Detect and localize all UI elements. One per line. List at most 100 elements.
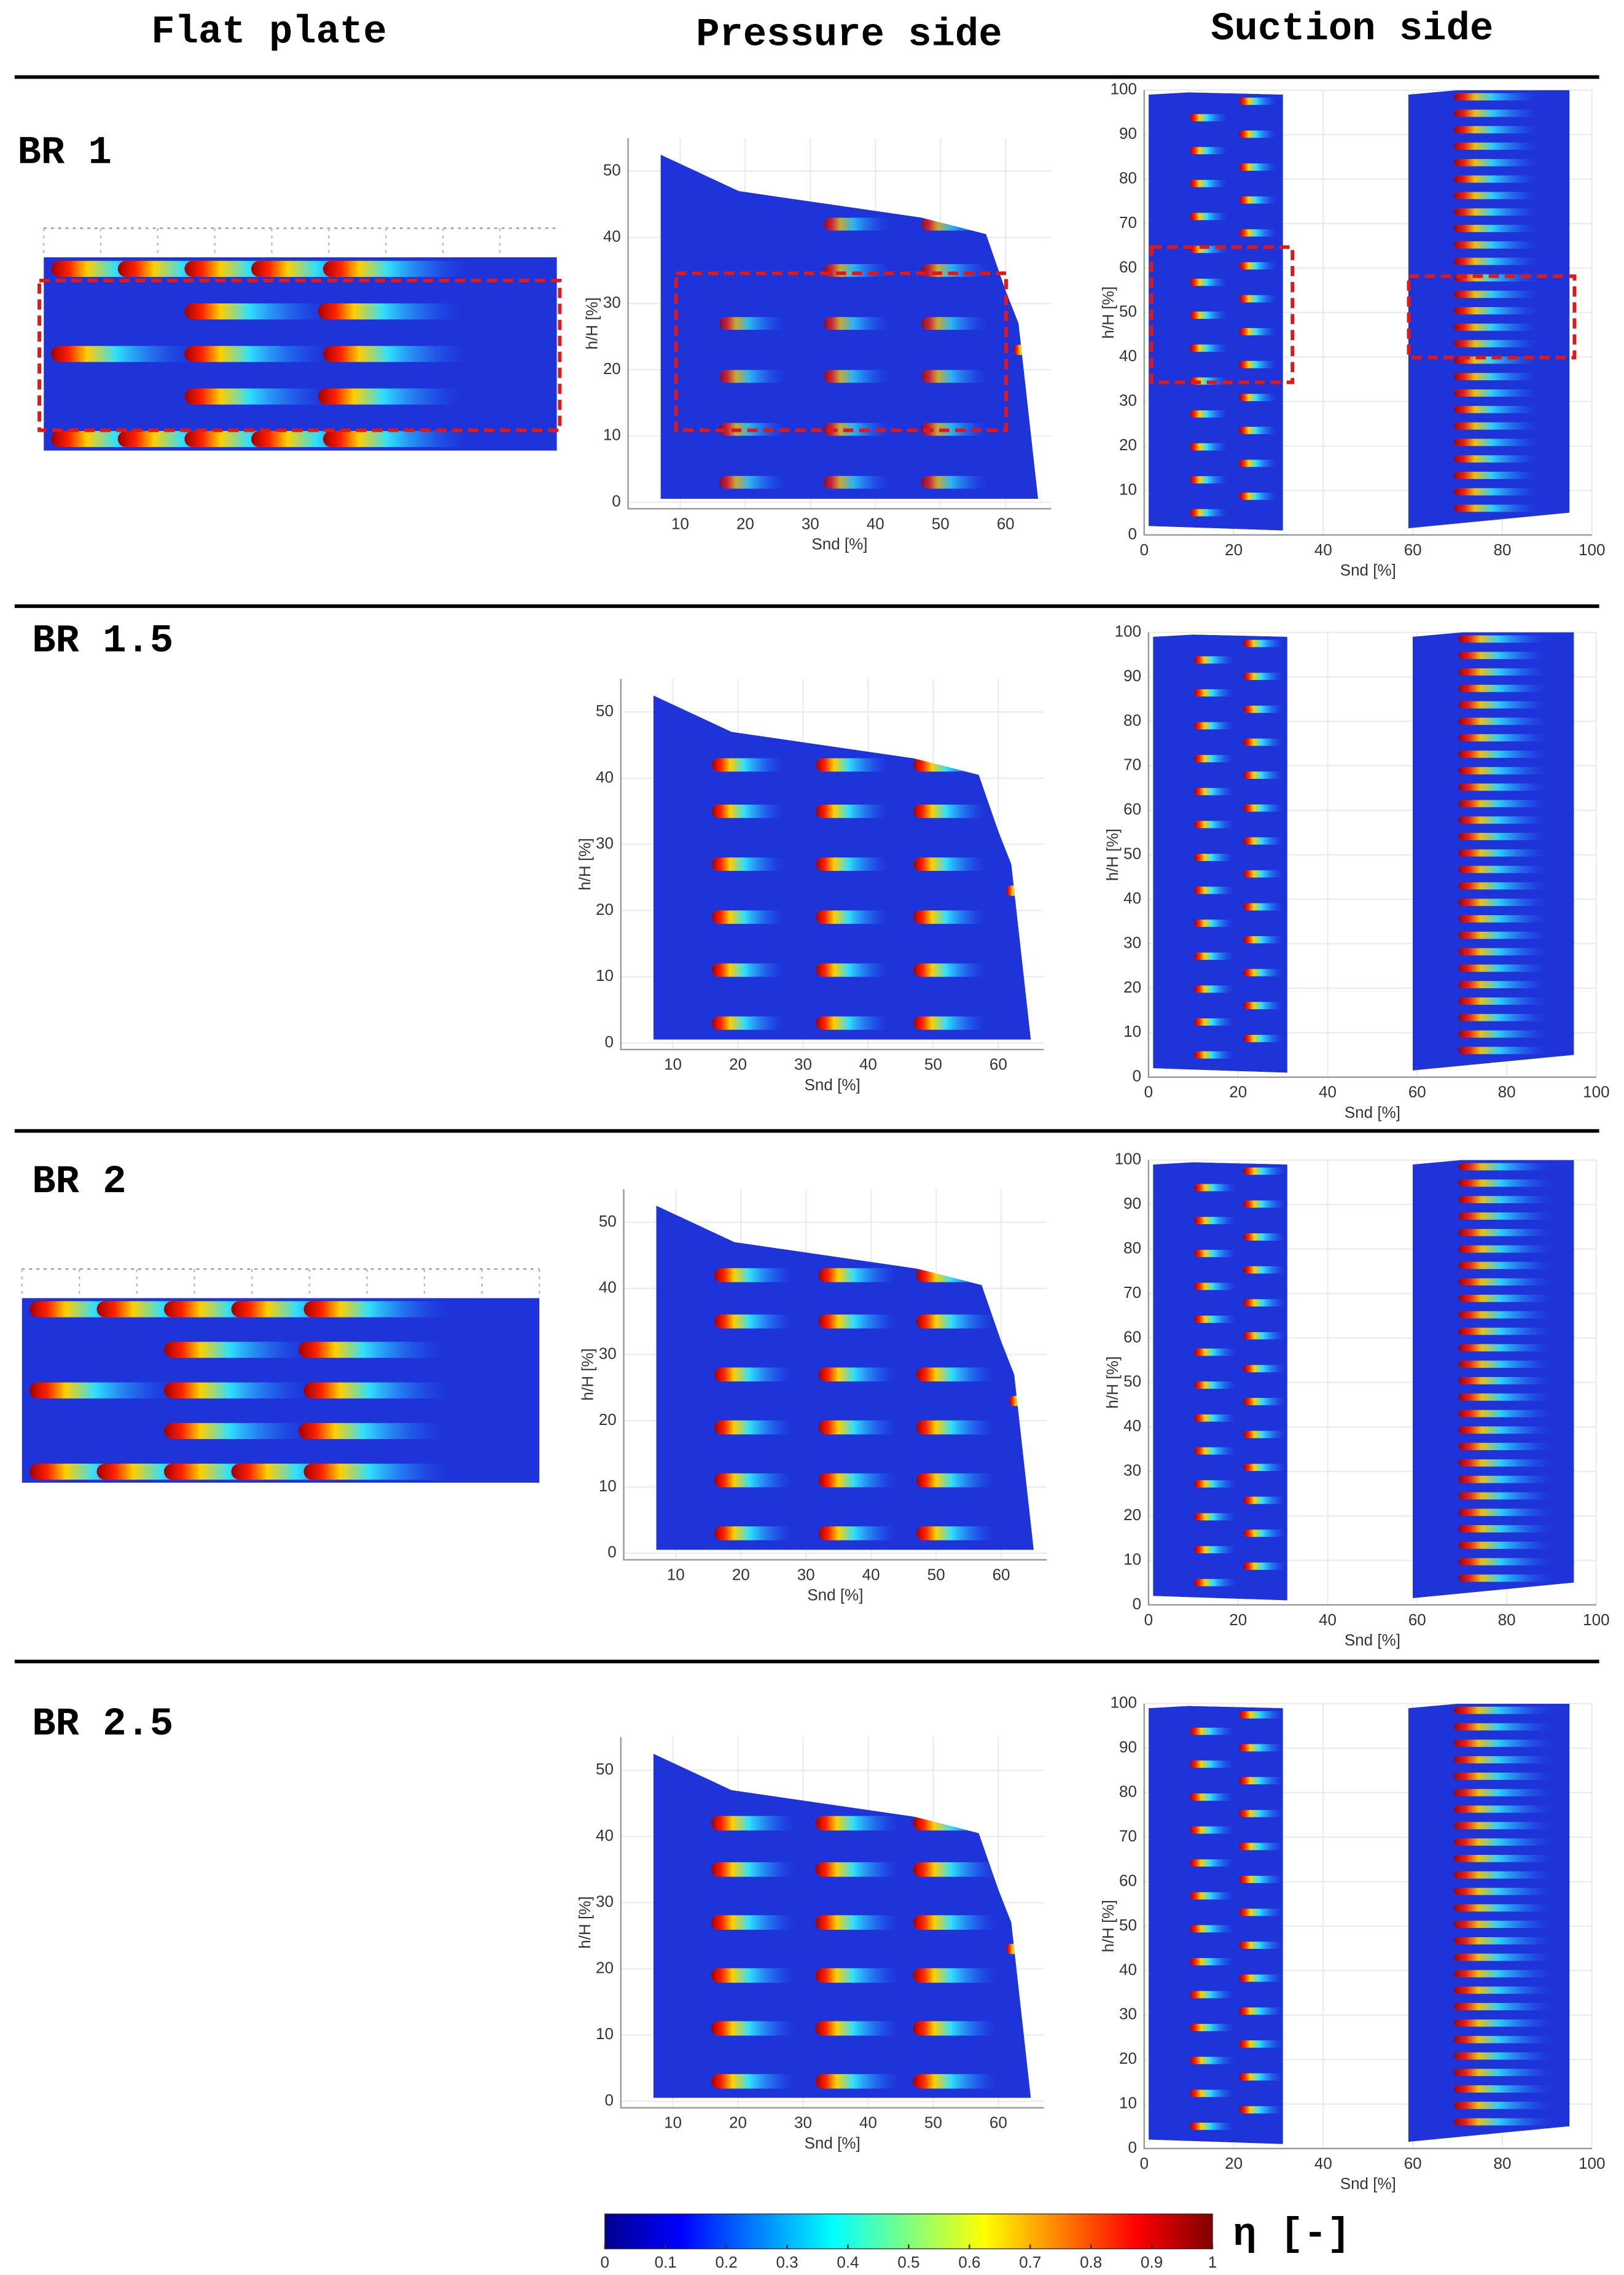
jet-trace	[1458, 915, 1547, 923]
jet-trace	[318, 388, 462, 405]
x-tick-label: 10	[671, 514, 689, 533]
jet-trace	[823, 475, 890, 489]
jet-trace	[711, 2021, 795, 2036]
jet-trace	[816, 758, 889, 772]
y-axis-label: h/H [%]	[583, 297, 601, 349]
y-tick-label: 100	[1115, 1150, 1141, 1168]
jet-trace	[1454, 192, 1539, 200]
jet-trace	[1190, 1957, 1235, 1965]
jet-trace	[1454, 2035, 1552, 2043]
y-tick-label: 70	[1119, 1827, 1137, 1845]
jet-trace	[1458, 1344, 1552, 1352]
x-tick-label: 30	[794, 2113, 812, 2132]
jet-trace	[1458, 684, 1547, 692]
jet-trace	[815, 2074, 900, 2089]
y-axis-label: h/H [%]	[1103, 1356, 1122, 1408]
x-axis-label: Snd [%]	[811, 534, 867, 553]
jet-trace	[1458, 751, 1547, 758]
jet-trace	[818, 1314, 897, 1329]
jet-trace	[1194, 1480, 1236, 1488]
jet-trace	[303, 1382, 449, 1399]
x-tick-label: 60	[990, 2113, 1007, 2132]
jet-trace	[1239, 1809, 1283, 1817]
y-tick-label: 100	[1115, 622, 1141, 640]
jet-trace	[1194, 821, 1235, 829]
x-tick-label: 20	[736, 514, 754, 533]
heatmap	[21, 1298, 540, 1483]
x-axis-label: Snd [%]	[805, 1075, 861, 1094]
jet-trace	[1190, 278, 1228, 286]
y-tick-label: 30	[599, 1344, 617, 1362]
y-tick-label: 40	[1119, 1960, 1137, 1978]
jet-trace	[1458, 997, 1547, 1005]
jet-trace	[913, 963, 986, 977]
jet-trace	[1454, 405, 1539, 413]
jet-trace	[1243, 1398, 1286, 1405]
x-tick-label: 60	[1404, 540, 1422, 559]
jet-trace	[1243, 1496, 1286, 1504]
jet-trace	[1239, 1711, 1283, 1719]
jet-trace	[1458, 1311, 1552, 1319]
x-tick-label: 40	[1319, 1610, 1337, 1629]
jet-trace	[1454, 225, 1539, 232]
jet-trace	[1454, 1921, 1552, 1928]
jet-trace	[1454, 1822, 1552, 1830]
jet-trace	[913, 1016, 986, 1030]
jet-trace	[29, 1382, 174, 1399]
y-axis-label: h/H [%]	[576, 1896, 594, 1948]
jet-trace	[1194, 854, 1235, 861]
jet-trace	[1454, 488, 1539, 496]
x-tick-label: 50	[932, 514, 950, 533]
jet-trace	[711, 804, 784, 818]
jet-trace	[1239, 426, 1277, 434]
jet-trace	[816, 910, 889, 924]
jet-trace	[163, 1422, 309, 1439]
y-tick-label: 80	[1119, 1782, 1137, 1801]
jet-trace	[1458, 1443, 1552, 1451]
x-tick-label: 40	[867, 514, 884, 533]
column-header: Pressure side	[696, 14, 1002, 58]
row-label: BR 2	[32, 1160, 126, 1204]
highlight-box	[1407, 274, 1577, 360]
jet-trace	[184, 346, 329, 362]
jet-trace	[1190, 2090, 1235, 2097]
jet-trace	[1190, 147, 1228, 155]
y-tick-label: 10	[1119, 2094, 1137, 2112]
jet-trace	[1454, 2003, 1552, 2010]
jet-trace	[1194, 1513, 1236, 1521]
jet-trace	[1243, 738, 1284, 746]
x-tick-label: 20	[729, 2113, 747, 2132]
jet-trace	[1243, 969, 1284, 977]
x-axis-label: Snd [%]	[807, 1586, 863, 1604]
jet-trace	[1458, 865, 1547, 873]
heatmap	[653, 695, 1031, 1040]
jet-trace	[1190, 311, 1228, 319]
jet-trace	[818, 1473, 897, 1488]
y-axis-label: h/H [%]	[1103, 829, 1122, 881]
x-tick-label: 50	[924, 2113, 942, 2132]
jet-trace	[1454, 291, 1539, 299]
jet-trace	[711, 758, 784, 772]
y-tick-label: 0	[604, 1032, 613, 1051]
jet-trace	[1243, 639, 1284, 647]
jet-trace	[1454, 504, 1539, 512]
jet-trace	[1194, 1546, 1236, 1554]
y-tick-label: 50	[596, 701, 614, 720]
jet-trace	[1243, 1365, 1286, 1373]
jet-trace	[1454, 472, 1539, 479]
jet-trace	[1458, 1179, 1552, 1187]
jet-trace	[1243, 1529, 1286, 1537]
jet-trace	[1458, 1245, 1552, 1253]
jet-trace	[303, 1464, 449, 1480]
jet-trace	[1239, 295, 1277, 303]
jet-trace	[1458, 1327, 1552, 1335]
jet-trace	[1194, 886, 1235, 894]
jet-trace	[1458, 652, 1547, 660]
y-tick-label: 40	[1119, 346, 1137, 365]
x-tick-label: 60	[997, 514, 1015, 533]
jet-trace	[818, 1268, 897, 1282]
y-tick-label: 0	[1128, 525, 1137, 543]
jet-trace	[714, 1314, 793, 1329]
y-tick-label: 0	[604, 2091, 613, 2109]
jet-trace	[1458, 1262, 1552, 1270]
